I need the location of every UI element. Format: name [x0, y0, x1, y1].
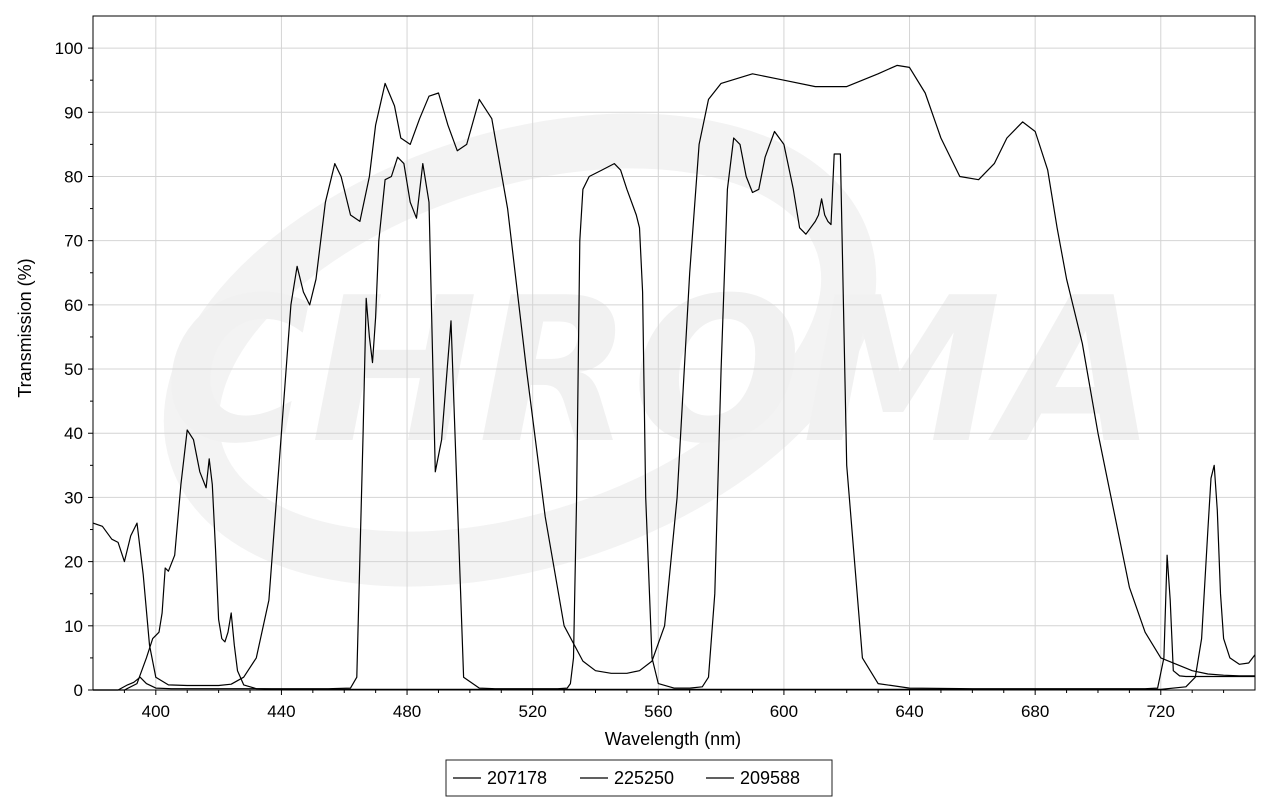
y-tick-label: 100 [55, 39, 83, 58]
y-tick-label: 60 [64, 296, 83, 315]
x-tick-label: 480 [393, 702, 421, 721]
series-line-209588 [93, 429, 1256, 691]
y-tick-label: 30 [64, 488, 83, 507]
x-tick-label: 520 [518, 702, 546, 721]
grid-lines [93, 16, 1255, 690]
legend-label: 225250 [614, 768, 674, 788]
y-tick-label: 40 [64, 424, 83, 443]
legend: 207178 225250 209588 [445, 759, 833, 797]
x-tick-label: 440 [267, 702, 295, 721]
legend-label: 209588 [740, 768, 800, 788]
x-tick-label: 400 [142, 702, 170, 721]
series-line-207178 [92, 64, 1255, 687]
series-layer [92, 64, 1256, 691]
y-tick-label: 70 [64, 232, 83, 251]
y-tick-label: 90 [64, 103, 83, 122]
x-tick-label: 560 [644, 702, 672, 721]
x-tick-label: 640 [895, 702, 923, 721]
y-tick-label: 0 [74, 681, 83, 700]
y-tick-label: 80 [64, 167, 83, 186]
plot-frame [92, 15, 1256, 691]
y-tick-label: 10 [64, 617, 83, 636]
x-tick-label: 600 [770, 702, 798, 721]
y-tick-label: 20 [64, 553, 83, 572]
x-tick-label: 720 [1147, 702, 1175, 721]
legend-box [445, 759, 833, 797]
series-line-225250 [93, 130, 1255, 691]
y-axis-title: Transmission (%) [15, 258, 35, 397]
legend-label: 207178 [487, 768, 547, 788]
x-tick-label: 680 [1021, 702, 1049, 721]
watermark-text: CHROMA [164, 255, 1156, 488]
x-axis-ticks: 400 440 480 520 560 600 640 680 720 [123, 690, 1225, 721]
y-axis-ticks: 0 10 20 30 40 50 60 70 80 90 100 [55, 39, 93, 700]
x-axis-title: Wavelength (nm) [605, 729, 741, 749]
y-tick-label: 50 [64, 360, 83, 379]
